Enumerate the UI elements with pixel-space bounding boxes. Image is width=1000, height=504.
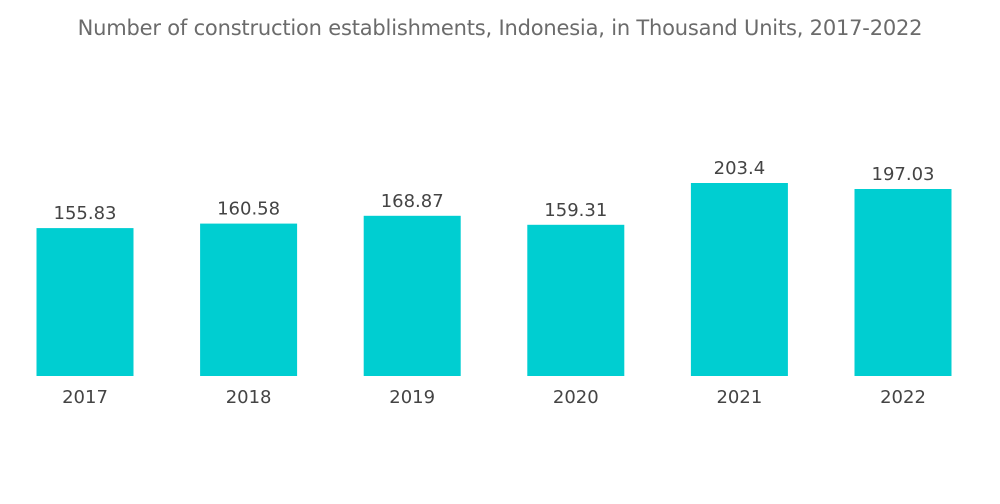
bar-2018 [200,223,298,376]
x-tick-2021: 2021 [716,387,762,408]
value-label-2020: 159.31 [544,200,607,221]
bar-2019 [363,215,461,376]
chart-title: Number of construction establishments, I… [77,16,923,40]
bar-2020 [527,224,625,376]
bar-2021 [690,183,788,376]
value-label-2017: 155.83 [54,203,117,224]
value-label-2022: 197.03 [872,164,935,185]
value-label-2018: 160.58 [217,199,280,220]
x-tick-2018: 2018 [226,387,272,408]
bars-layer [36,183,952,376]
bar-2022 [854,189,952,376]
value-label-2019: 168.87 [381,191,444,212]
x-tick-2020: 2020 [553,387,599,408]
x-axis-ticks: 2017 2018 2019 2020 2021 2022 [62,387,926,408]
bar-2017 [36,228,134,376]
x-tick-2022: 2022 [880,387,926,408]
x-tick-2017: 2017 [62,387,108,408]
value-label-2021: 203.4 [714,158,766,179]
x-tick-2019: 2019 [389,387,435,408]
value-labels-layer: 155.83 160.58 168.87 159.31 203.4 197.03 [54,158,935,224]
